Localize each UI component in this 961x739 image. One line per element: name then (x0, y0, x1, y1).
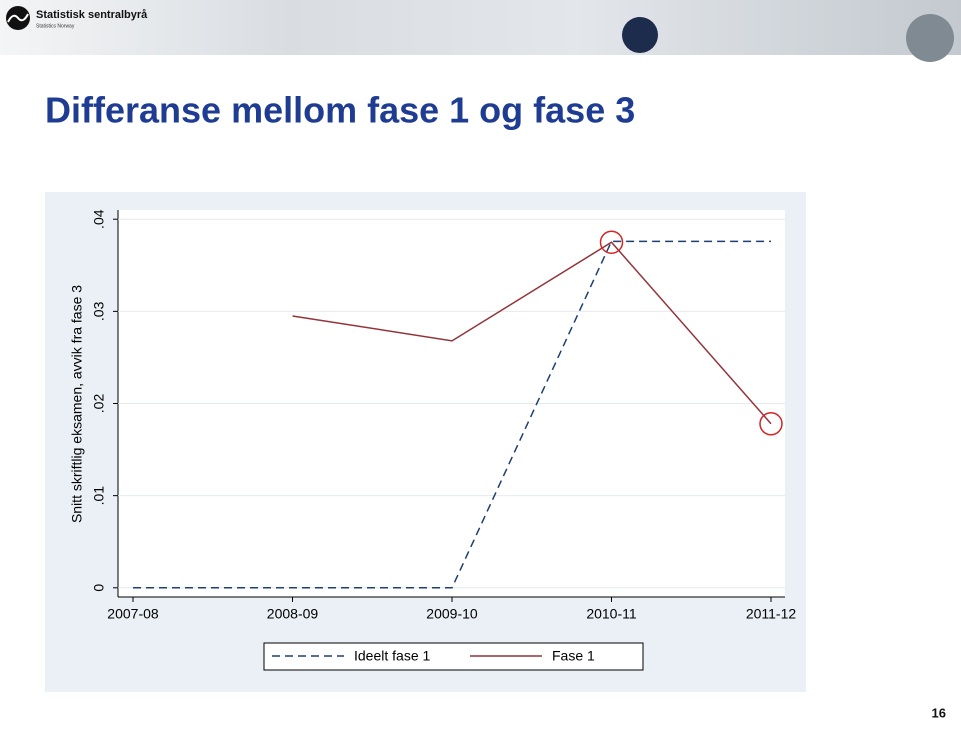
x-tick-label: 2009-10 (426, 606, 478, 622)
y-tick-label: .01 (91, 486, 107, 506)
y-axis-label: Snitt skriftlig eksamen, avvik fra fase … (69, 285, 85, 523)
logo-sub: Statistics Norway (36, 23, 75, 29)
highlight-circle (759, 412, 783, 436)
series-line (292, 241, 772, 425)
banner-decoration (906, 14, 954, 62)
x-tick-label: 2011-12 (746, 606, 797, 622)
logo-wave (7, 13, 29, 23)
legend-label: Ideelt fase 1 (354, 648, 430, 664)
y-tick-label: 0 (91, 584, 107, 592)
x-tick-label: 2008-09 (267, 606, 319, 622)
y-tick-label: .03 (91, 301, 107, 321)
y-tick-label: .02 (91, 394, 107, 414)
slide-title: Differanse mellom fase 1 og fase 3 (45, 90, 635, 131)
chart: 0 .01 .02 .03 .04 2007-08 2008-09 2009-10 2010-1… (91, 209, 797, 663)
legend-label: Fase 1 (552, 648, 595, 664)
header-banner (0, 0, 961, 55)
y-tick-label: .04 (91, 209, 107, 229)
legend (263, 642, 644, 671)
banner-decoration (622, 17, 658, 53)
series-line (133, 240, 771, 589)
highlight-circle (599, 230, 624, 254)
logo-name: Statistisk sentralbyrå (36, 9, 148, 21)
x-tick-label: 2010-11 (586, 606, 637, 622)
x-tick-label: 2007-08 (107, 606, 159, 622)
page-number: 16 (932, 705, 946, 720)
